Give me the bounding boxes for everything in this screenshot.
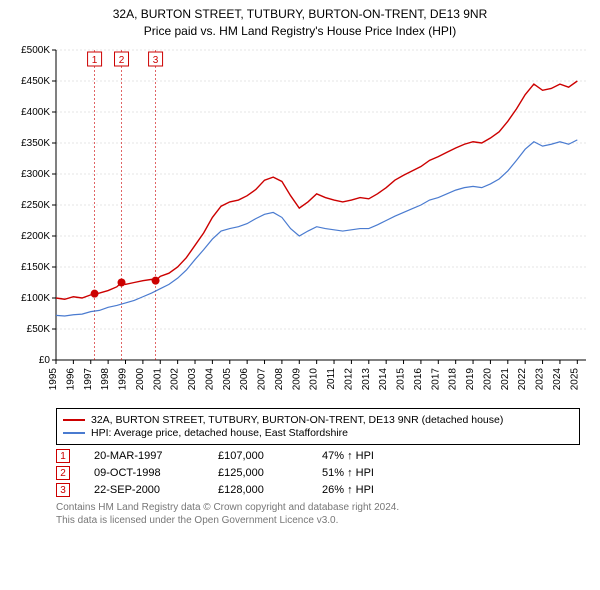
svg-text:2000: 2000	[135, 367, 146, 390]
svg-text:£150K: £150K	[21, 262, 50, 273]
svg-text:£450K: £450K	[21, 76, 50, 87]
chart-container: 32A, BURTON STREET, TUTBURY, BURTON-ON-T…	[0, 0, 600, 527]
svg-text:2012: 2012	[343, 367, 354, 390]
svg-text:2006: 2006	[239, 367, 250, 390]
event-delta: 51% ↑ HPI	[322, 467, 374, 479]
svg-text:2024: 2024	[552, 367, 563, 390]
svg-text:2011: 2011	[326, 367, 337, 389]
event-delta: 47% ↑ HPI	[322, 450, 374, 462]
svg-text:2021: 2021	[500, 367, 511, 390]
svg-text:2: 2	[119, 55, 125, 66]
legend-swatch	[63, 419, 85, 421]
legend-row: 32A, BURTON STREET, TUTBURY, BURTON-ON-T…	[63, 414, 573, 426]
svg-text:2002: 2002	[170, 367, 181, 390]
svg-text:1997: 1997	[83, 367, 94, 390]
event-marker-icon: 2	[56, 466, 70, 480]
svg-text:1999: 1999	[118, 367, 129, 390]
svg-text:2025: 2025	[569, 367, 580, 390]
footer-line: Contains HM Land Registry data © Crown c…	[56, 501, 580, 514]
event-date: 22-SEP-2000	[94, 484, 194, 496]
svg-text:£300K: £300K	[21, 169, 50, 180]
svg-text:1996: 1996	[65, 367, 76, 390]
event-date: 20-MAR-1997	[94, 450, 194, 462]
svg-text:1998: 1998	[100, 367, 111, 390]
svg-text:£100K: £100K	[21, 293, 50, 304]
svg-text:£0: £0	[39, 355, 51, 366]
svg-text:£500K: £500K	[21, 45, 50, 56]
svg-text:2004: 2004	[204, 367, 215, 390]
events-table: 1 20-MAR-1997 £107,000 47% ↑ HPI 2 09-OC…	[56, 449, 580, 497]
legend-swatch	[63, 432, 85, 434]
footer-attribution: Contains HM Land Registry data © Crown c…	[56, 501, 580, 527]
event-marker-icon: 3	[56, 483, 70, 497]
event-delta: 26% ↑ HPI	[322, 484, 374, 496]
title-line-2: Price paid vs. HM Land Registry's House …	[0, 23, 600, 40]
event-marker-icon: 1	[56, 449, 70, 463]
svg-text:2015: 2015	[396, 367, 407, 390]
event-price: £125,000	[218, 467, 298, 479]
svg-text:2018: 2018	[448, 367, 459, 390]
svg-text:2014: 2014	[378, 367, 389, 390]
svg-text:2020: 2020	[482, 367, 493, 390]
title-line-1: 32A, BURTON STREET, TUTBURY, BURTON-ON-T…	[0, 6, 600, 23]
legend-label: HPI: Average price, detached house, East…	[91, 427, 348, 439]
svg-text:£400K: £400K	[21, 107, 50, 118]
svg-text:2013: 2013	[361, 367, 372, 390]
svg-text:£50K: £50K	[27, 324, 51, 335]
svg-text:£250K: £250K	[21, 200, 50, 211]
table-row: 1 20-MAR-1997 £107,000 47% ↑ HPI	[56, 449, 580, 463]
svg-text:2009: 2009	[291, 367, 302, 390]
titles: 32A, BURTON STREET, TUTBURY, BURTON-ON-T…	[0, 0, 600, 42]
footer-line: This data is licensed under the Open Gov…	[56, 514, 580, 527]
event-date: 09-OCT-1998	[94, 467, 194, 479]
svg-text:2001: 2001	[152, 367, 163, 390]
svg-text:2003: 2003	[187, 367, 198, 390]
svg-text:2019: 2019	[465, 367, 476, 390]
event-price: £128,000	[218, 484, 298, 496]
event-price: £107,000	[218, 450, 298, 462]
table-row: 2 09-OCT-1998 £125,000 51% ↑ HPI	[56, 466, 580, 480]
svg-text:2022: 2022	[517, 367, 528, 390]
svg-text:£200K: £200K	[21, 231, 50, 242]
legend: 32A, BURTON STREET, TUTBURY, BURTON-ON-T…	[56, 408, 580, 445]
svg-text:2010: 2010	[309, 367, 320, 390]
svg-text:2023: 2023	[535, 367, 546, 390]
svg-text:1995: 1995	[48, 367, 59, 390]
svg-text:£350K: £350K	[21, 138, 50, 149]
line-chart: £0 £50K £100K £150K £200K £250K £300K £350K £400…	[0, 42, 600, 402]
svg-text:2007: 2007	[257, 367, 268, 390]
svg-text:2005: 2005	[222, 367, 233, 390]
svg-text:2008: 2008	[274, 367, 285, 390]
svg-text:3: 3	[153, 55, 159, 66]
table-row: 3 22-SEP-2000 £128,000 26% ↑ HPI	[56, 483, 580, 497]
svg-text:1: 1	[92, 55, 98, 66]
svg-text:2016: 2016	[413, 367, 424, 390]
legend-label: 32A, BURTON STREET, TUTBURY, BURTON-ON-T…	[91, 414, 503, 426]
svg-text:2017: 2017	[430, 367, 441, 390]
legend-row: HPI: Average price, detached house, East…	[63, 427, 573, 439]
